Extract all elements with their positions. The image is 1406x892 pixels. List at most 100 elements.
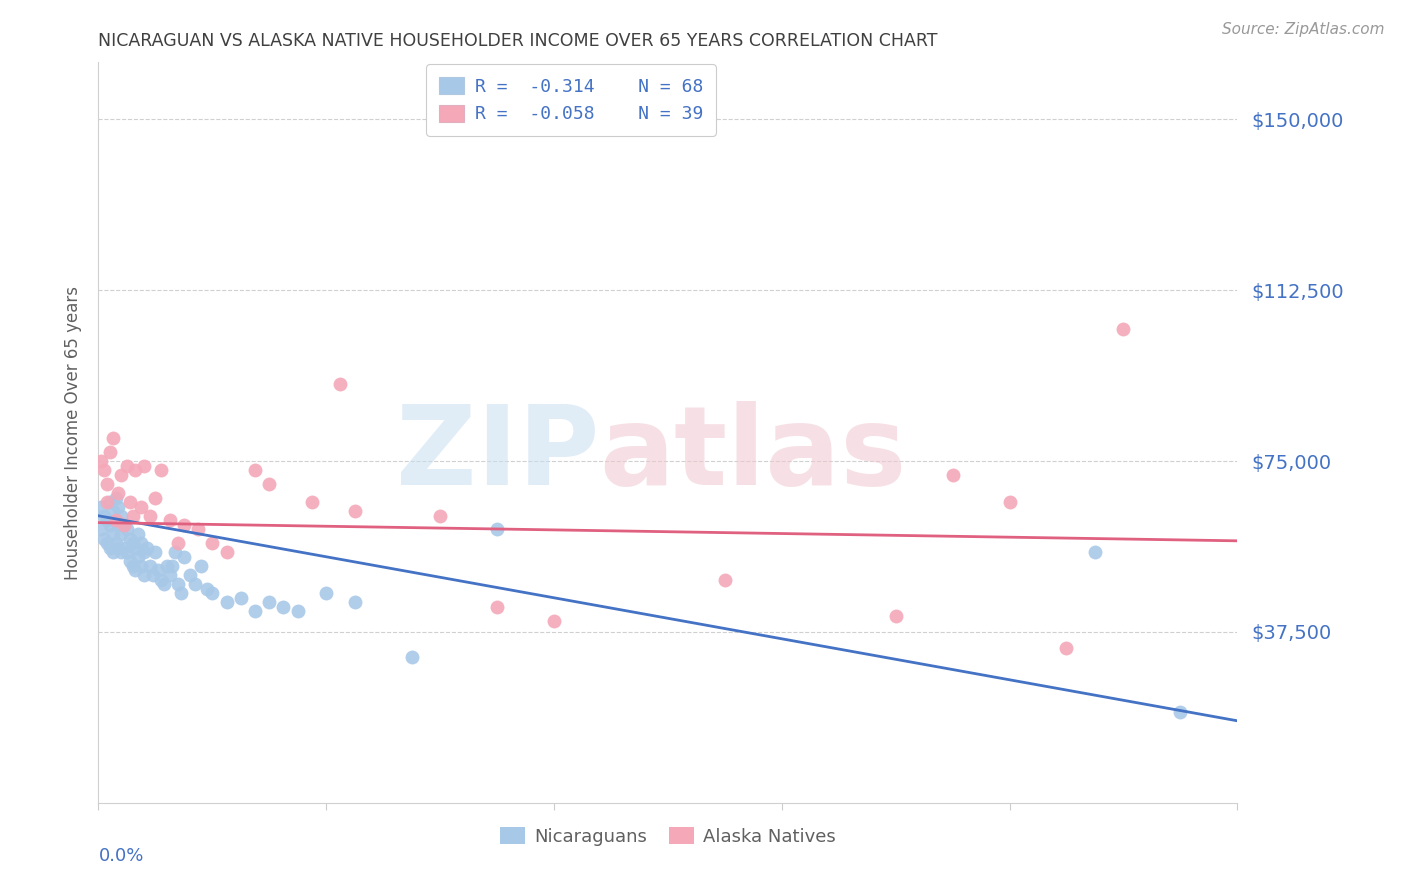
Point [93, 532, 115, 546]
Point [184, 577, 207, 591]
Point [150, 573, 173, 587]
Point [132, 568, 155, 582]
Point [135, 541, 157, 555]
Point [104, 513, 127, 527]
Point [167, 577, 190, 591]
Point [998, 495, 1021, 509]
Point [96, 476, 118, 491]
Point [118, 495, 141, 509]
Point [145, 491, 167, 505]
Point [110, 467, 132, 482]
Point [153, 577, 176, 591]
Point [98, 445, 121, 459]
Point [159, 568, 181, 582]
Point [129, 500, 152, 514]
Text: NICARAGUAN VS ALASKA NATIVE HOUSEHOLDER INCOME OVER 65 YEARS CORRELATION CHART: NICARAGUAN VS ALASKA NATIVE HOUSEHOLDER … [98, 32, 938, 50]
Point [1084, 545, 1107, 559]
Point [243, 604, 266, 618]
Point [884, 609, 907, 624]
Point [104, 491, 127, 505]
Point [714, 573, 737, 587]
Point [229, 591, 252, 605]
Point [112, 541, 135, 555]
Point [301, 495, 323, 509]
Point [138, 508, 160, 523]
Point [121, 558, 143, 573]
Point [173, 549, 195, 564]
Point [124, 463, 146, 477]
Point [107, 486, 129, 500]
Point [101, 545, 124, 559]
Point [187, 523, 209, 537]
Point [132, 545, 155, 559]
Point [162, 558, 184, 573]
Point [287, 604, 309, 618]
Point [259, 476, 281, 491]
Point [107, 541, 129, 555]
Point [165, 545, 187, 559]
Point [118, 532, 141, 546]
Point [159, 513, 181, 527]
Point [343, 504, 366, 518]
Point [96, 495, 118, 509]
Point [115, 545, 138, 559]
Point [101, 504, 124, 518]
Point [98, 495, 121, 509]
Point [145, 545, 167, 559]
Point [315, 586, 337, 600]
Point [98, 517, 121, 532]
Point [942, 467, 965, 482]
Point [343, 595, 366, 609]
Text: ZIP: ZIP [396, 401, 599, 508]
Point [115, 458, 138, 473]
Legend: Nicaraguans, Alaska Natives: Nicaraguans, Alaska Natives [492, 820, 844, 853]
Point [215, 545, 238, 559]
Point [127, 527, 149, 541]
Point [1112, 322, 1135, 336]
Point [96, 513, 118, 527]
Text: Source: ZipAtlas.com: Source: ZipAtlas.com [1222, 22, 1385, 37]
Point [1170, 705, 1192, 719]
Point [167, 536, 190, 550]
Point [190, 558, 212, 573]
Point [127, 549, 149, 564]
Point [90, 454, 112, 468]
Point [107, 517, 129, 532]
Point [104, 513, 127, 527]
Point [115, 523, 138, 537]
Point [215, 595, 238, 609]
Point [118, 554, 141, 568]
Text: 0.0%: 0.0% [98, 847, 143, 865]
Point [110, 545, 132, 559]
Point [243, 463, 266, 477]
Point [121, 508, 143, 523]
Point [141, 568, 163, 582]
Point [401, 650, 423, 665]
Point [124, 564, 146, 578]
Point [129, 536, 152, 550]
Point [486, 599, 509, 614]
Point [101, 527, 124, 541]
Point [112, 517, 135, 532]
Point [93, 463, 115, 477]
Point [124, 541, 146, 555]
Point [201, 586, 224, 600]
Point [429, 508, 451, 523]
Point [110, 508, 132, 523]
Point [1056, 640, 1078, 655]
Point [93, 508, 115, 523]
Point [148, 564, 170, 578]
Point [107, 500, 129, 514]
Point [201, 536, 224, 550]
Point [486, 523, 509, 537]
Point [273, 599, 295, 614]
Point [110, 527, 132, 541]
Point [90, 523, 112, 537]
Point [170, 586, 193, 600]
Point [121, 536, 143, 550]
Point [132, 458, 155, 473]
Point [259, 595, 281, 609]
Point [96, 536, 118, 550]
Point [329, 376, 352, 391]
Point [104, 536, 127, 550]
